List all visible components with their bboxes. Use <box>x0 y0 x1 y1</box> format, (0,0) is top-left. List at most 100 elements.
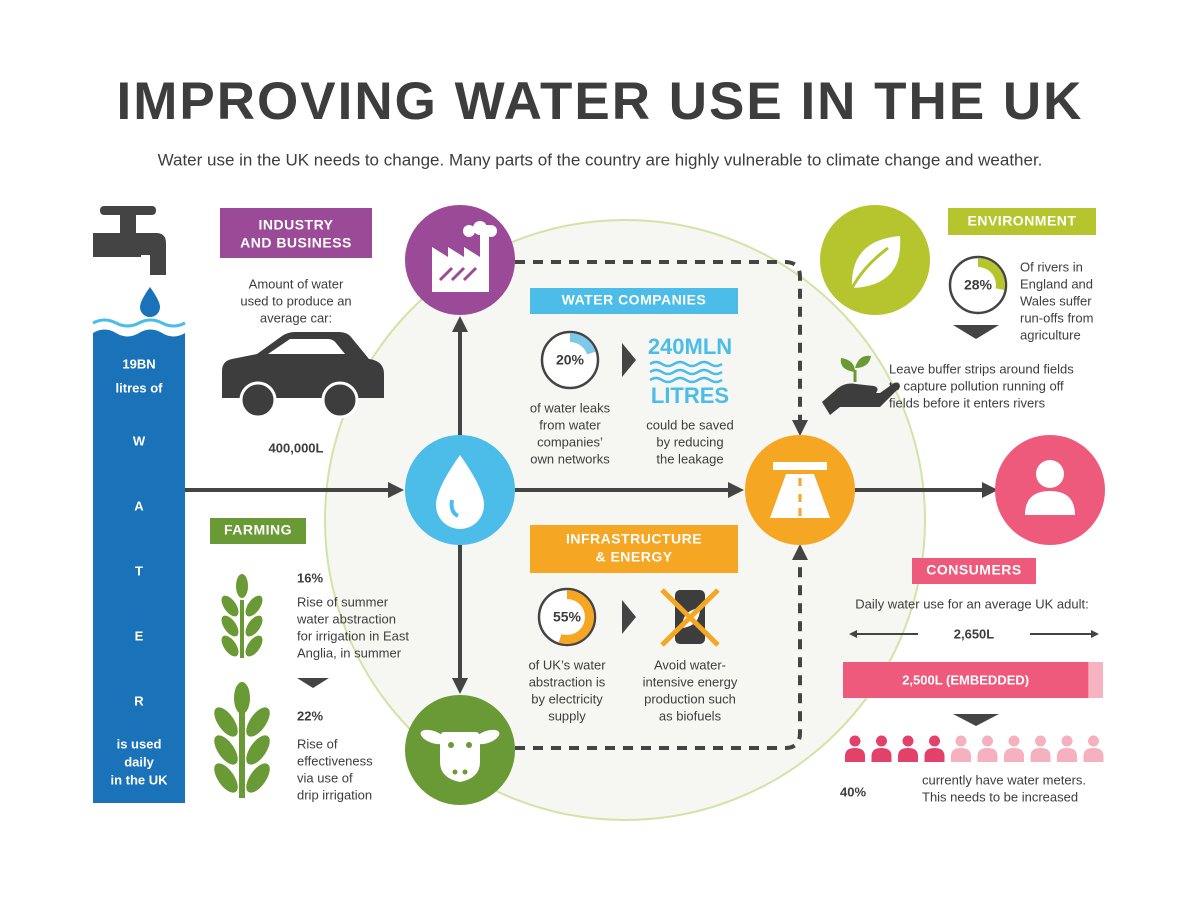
text: Rise of <box>297 736 338 751</box>
text: own networks <box>530 451 610 466</box>
pie-hole <box>549 599 585 635</box>
text: water abstraction <box>296 611 396 626</box>
person-icon <box>871 748 892 762</box>
text: from water <box>539 417 601 432</box>
meter-people <box>845 735 1104 762</box>
wheat-icon <box>221 574 263 658</box>
wheat-icon <box>234 682 250 714</box>
label-box <box>210 518 306 544</box>
industry-node <box>473 221 487 235</box>
consumer-node <box>1036 460 1064 488</box>
biofuel-icon <box>660 588 720 647</box>
person-icon <box>929 735 940 747</box>
text: is used <box>117 736 162 751</box>
person-icon <box>977 748 998 762</box>
text: average car: <box>260 310 332 325</box>
wheat-icon <box>245 615 263 637</box>
text: 19BN <box>122 356 155 371</box>
car-icon <box>268 339 345 354</box>
label-box <box>530 525 738 573</box>
person-icon <box>902 735 914 747</box>
text: as biofuels <box>659 708 722 723</box>
flow-arrows <box>185 260 1099 750</box>
text: Rise of summer <box>297 594 389 609</box>
pie-label: 55% <box>553 609 582 625</box>
person-icon <box>1057 748 1077 762</box>
text: via use of <box>297 770 353 785</box>
person-icon <box>924 748 945 762</box>
text: effectiveness <box>297 753 373 768</box>
text: IMPROVING WATER USE IN THE UK <box>117 72 1084 131</box>
person-icon <box>1061 735 1073 747</box>
wheat-icon <box>214 735 238 765</box>
hand-plant-icon <box>822 382 900 415</box>
wheat-icon <box>239 710 245 798</box>
hand-plant-icon <box>840 355 871 372</box>
text: CONSUMERS <box>926 562 1022 578</box>
text: W <box>133 433 146 448</box>
background-circle <box>324 219 926 821</box>
tap-icon <box>93 206 166 275</box>
wheat-icon <box>245 635 263 657</box>
waves-icon <box>649 360 723 384</box>
pie-label: 20% <box>556 352 585 368</box>
farming-node <box>420 729 446 745</box>
person-icon <box>951 748 971 762</box>
person-icon <box>898 748 918 762</box>
person-icon <box>876 735 887 747</box>
text: fields before it enters rivers <box>889 395 1046 410</box>
text: used to produce an <box>240 293 351 308</box>
text: of water leaks <box>530 400 611 415</box>
text: 2,650L <box>954 626 995 641</box>
text: 400,000L <box>269 440 324 455</box>
car-icon <box>239 381 277 419</box>
text: drip irrigation <box>297 787 372 802</box>
pie-label: 28% <box>964 277 993 293</box>
text: 2,500L (EMBEDDED) <box>902 672 1029 687</box>
biofuel-icon <box>660 588 720 647</box>
water-column <box>93 329 185 803</box>
label-box <box>530 288 738 314</box>
text: ENVIRONMENT <box>968 213 1077 229</box>
label-box <box>948 208 1096 235</box>
text: E <box>135 628 144 643</box>
infrastructure-node <box>773 462 827 470</box>
text: AND BUSINESS <box>240 235 352 251</box>
text: by reducing <box>656 434 723 449</box>
tap-icon <box>93 233 141 257</box>
text: Wales suffer <box>1020 293 1092 308</box>
text: & ENERGY <box>595 549 672 565</box>
person-icon <box>955 735 967 747</box>
car-icon <box>222 332 384 419</box>
farming-node <box>448 742 454 748</box>
pie-hole <box>552 342 588 378</box>
tap-icon <box>100 206 156 215</box>
text: Leave buffer strips around fields <box>889 361 1074 376</box>
car-icon <box>321 381 359 419</box>
drop-icon <box>140 287 160 317</box>
text: currently have water meters. <box>922 772 1086 787</box>
pie: 20% <box>540 330 600 390</box>
text: by electricity <box>531 691 603 706</box>
industry-node <box>463 225 475 237</box>
pie: 55% <box>537 587 597 647</box>
wheat-icon <box>214 707 238 737</box>
person-icon <box>1088 735 1099 747</box>
person-icon <box>1004 748 1024 762</box>
wheat-icon <box>221 595 239 617</box>
embedded-bar <box>843 662 1089 698</box>
text: agriculture <box>1020 327 1081 342</box>
wheat-icon <box>245 595 263 617</box>
pie: 28% <box>948 255 1008 315</box>
text: companies’ <box>537 434 603 449</box>
tap-icon <box>120 214 136 236</box>
text: litres of <box>116 380 164 395</box>
down-triangle <box>953 714 999 726</box>
waves-icon <box>649 376 723 384</box>
person-icon <box>1030 748 1051 762</box>
industry-node <box>438 266 478 282</box>
wheat-icon <box>221 635 239 657</box>
pie-hole <box>960 267 996 303</box>
text: supply <box>548 708 586 723</box>
text: Amount of water <box>249 276 344 291</box>
